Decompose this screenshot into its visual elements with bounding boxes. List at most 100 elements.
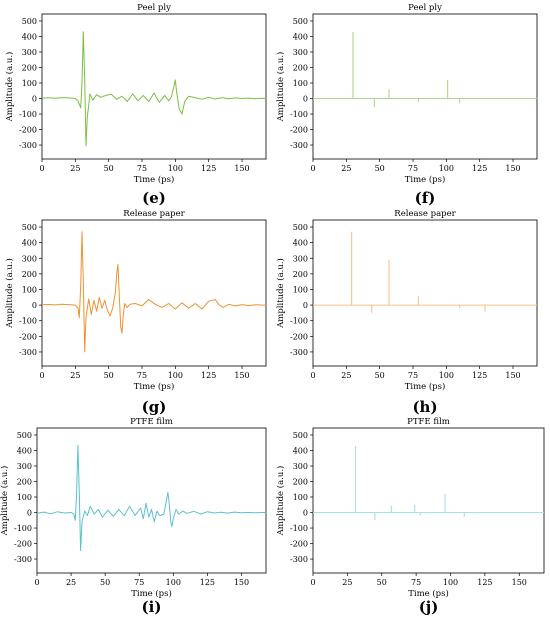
x-tick-label: 25 [342,578,352,587]
y-tick-label: 100 [293,79,308,88]
plot-frame [312,427,545,574]
y-tick-label: 500 [17,431,32,440]
x-tick-label: 50 [104,371,114,380]
x-tick-label: 100 [439,371,454,380]
y-tick-label: 300 [22,48,37,57]
x-tick-label: 100 [168,164,183,173]
x-axis-label: Time (ps) [405,174,446,185]
x-tick-label: 0 [310,578,315,587]
x-tick-label: 25 [70,371,80,380]
y-tick-label: -300 [290,348,308,357]
x-tick-label: 25 [66,578,76,587]
y-tick-label: 200 [293,478,308,487]
x-tick-label: 50 [375,371,385,380]
x-axis-label: Time (ps) [408,588,449,599]
y-tick-label: 200 [293,64,308,73]
chart-panel-h: Release paper -300 -200 -100 0 100 200 300 400 50… [275,209,538,416]
chart-title: Release paper [123,209,185,219]
x-axis-label: Time (ps) [134,381,175,392]
series-line [36,444,266,551]
y-tick-label: -100 [290,317,308,326]
y-tick-label: 0 [32,301,37,310]
y-tick-label: 500 [22,223,37,232]
y-tick-label: -300 [290,555,308,564]
y-tick-label: -300 [14,555,32,564]
y-tick-label: 0 [303,509,308,518]
chart-title: PTFE film [130,417,173,427]
x-tick-label: 125 [201,164,216,173]
x-tick-label: 0 [310,164,315,173]
x-tick-label: 50 [104,164,114,173]
y-tick-label: -200 [19,126,37,135]
series-line [41,231,266,353]
y-tick-label: 500 [293,431,308,440]
x-tick-label: 125 [477,578,492,587]
y-axis-label: Amplitude (a.u.) [4,52,15,123]
x-tick-label: 150 [505,371,520,380]
panel-label: (f) [415,189,436,207]
x-tick-label: 75 [137,164,147,173]
x-tick-label: 0 [39,164,44,173]
y-tick-label: -300 [19,141,37,150]
y-tick-label: 0 [303,95,308,104]
y-tick-label: -200 [14,540,32,549]
x-tick-label: 150 [505,164,520,173]
x-axis-label: Time (ps) [134,174,175,185]
y-tick-label: 100 [293,285,308,294]
x-tick-label: 0 [310,371,315,380]
x-tick-label: 150 [234,164,249,173]
y-tick-label: 300 [17,462,32,471]
series-line [41,31,267,147]
y-tick-label: 100 [293,493,308,502]
y-tick-label: -100 [19,317,37,326]
x-tick-label: 50 [377,578,387,587]
x-tick-label: 150 [234,371,249,380]
plot-frame [312,13,538,160]
y-tick-label: 0 [32,95,37,104]
panel-label: (e) [142,189,166,207]
y-tick-label: -100 [290,110,308,119]
y-tick-label: 0 [27,509,32,518]
chart-title: Peel ply [137,3,171,13]
y-tick-label: 400 [22,239,37,248]
y-tick-label: 500 [22,17,37,26]
x-tick-label: 100 [168,371,183,380]
y-tick-label: -200 [290,126,308,135]
x-tick-label: 125 [201,371,216,380]
y-tick-label: 0 [303,301,308,310]
plot-frame [41,13,267,160]
y-tick-label: 300 [293,462,308,471]
x-tick-label: 25 [341,371,351,380]
y-tick-label: 400 [22,32,37,41]
panel-label: (g) [142,398,167,416]
x-tick-label: 50 [100,578,110,587]
y-tick-label: 300 [293,254,308,263]
y-tick-label: 300 [293,48,308,57]
y-tick-label: -200 [290,332,308,341]
y-axis-label: Amplitude (a.u.) [0,466,10,537]
y-tick-label: 200 [22,270,37,279]
y-tick-label: -100 [290,524,308,533]
y-tick-label: -100 [14,524,32,533]
plot-frame [312,219,538,367]
y-axis-label: Amplitude (a.u.) [4,258,15,329]
x-tick-label: 100 [439,164,454,173]
y-tick-label: 100 [22,79,37,88]
y-tick-label: 400 [293,446,308,455]
x-axis-label: Time (ps) [131,588,172,599]
panel-label: (h) [412,398,437,416]
y-tick-label: 200 [22,64,37,73]
x-tick-label: 75 [137,371,147,380]
x-tick-label: 100 [166,578,181,587]
x-tick-label: 125 [472,371,487,380]
x-tick-label: 150 [234,578,249,587]
y-tick-label: -100 [19,110,37,119]
y-tick-label: 400 [293,32,308,41]
y-tick-label: -200 [19,332,37,341]
x-tick-label: 75 [411,578,421,587]
chart-title: Release paper [394,209,456,219]
chart-title: Peel ply [408,3,442,13]
x-tick-label: 25 [70,164,80,173]
y-tick-label: 100 [22,285,37,294]
